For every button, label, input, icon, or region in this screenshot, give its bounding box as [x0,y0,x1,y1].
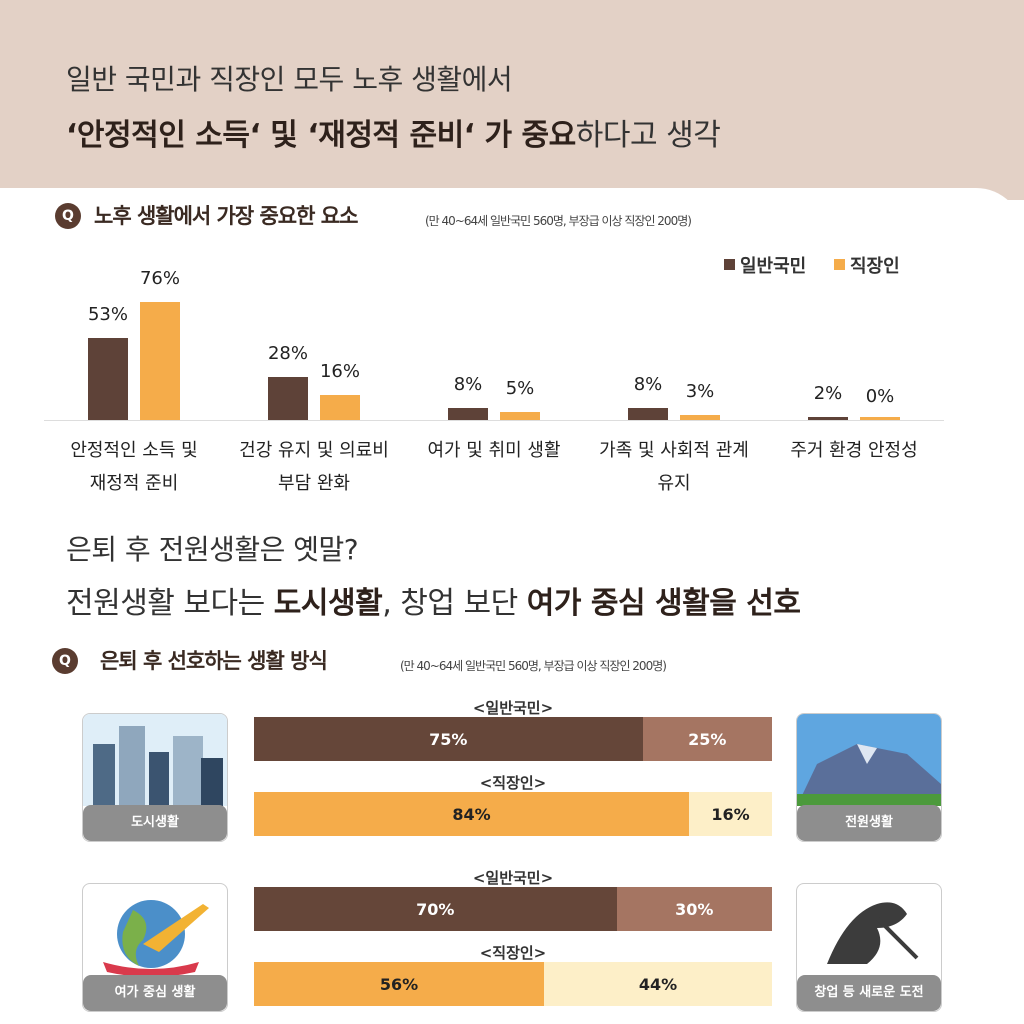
section-title: 은퇴 후 선호하는 생활 방식 [100,649,328,673]
bar-segment: 16% [689,792,772,836]
bar [808,416,848,420]
bar-segment: 75% [254,717,643,761]
section-subtitle: (만 40~64세 일반국민 560명, 부장급 이상 직장인 200명) [425,214,692,228]
bar [320,395,360,420]
q-icon: Q [52,648,78,674]
icon-card: 전원생활 [796,713,942,842]
legend-swatch [834,259,845,270]
headline-part: ‘안정적인 소득‘ 및 ‘재정적 준비‘ 가 중요 [66,118,576,153]
value-label: 5% [505,378,535,400]
category-label: 건강 유지 및 의료비 부담 완화 [239,440,389,494]
bar [628,407,668,420]
value-label: 0% [865,386,895,407]
bar-segment: 84% [254,792,690,836]
value-label: 8% [453,373,483,395]
icon-mountain [797,714,941,806]
q-icon: Q [55,203,81,229]
card-label: 전원생활 [797,805,941,841]
card-label: 여가 중심 생활 [83,975,227,1011]
category-label: 주거 환경 안정성 [790,440,918,461]
headline-line: 전원생활 보다는 도시생활, 창업 보단 여가 중심 생활을 선호 [66,578,801,622]
headline-part: 하다고 생각 [575,118,721,153]
baseline [44,420,944,421]
bar-segment: 25% [642,717,772,761]
section-title: 노후 생활에서 가장 중요한 요소 [94,204,358,228]
category-label: 가족 및 사회적 관계 유지 [599,440,749,494]
headline-part: 전원생활 보다는 [66,586,274,621]
section-subtitle: (만 40~64세 일반국민 560명, 부장급 이상 직장인 200명) [400,659,667,673]
category-label: 안정적인 소득 및 재정적 준비 [70,440,198,494]
headline-part: 도시생활 [273,586,383,621]
bar [88,337,128,420]
bar-segment: 56% [254,962,545,1006]
value-label: 16% [319,361,360,383]
bar [140,302,180,420]
row-label: <일반국민> [472,699,554,717]
headline-part: , 창업 보단 [382,586,527,621]
value-label: 76% [139,268,180,290]
header-line: ‘안정적인 소득‘ 및 ‘재정적 준비‘ 가 중요하다고 생각 [66,110,721,154]
legend-label: 직장인 [850,256,900,277]
card-label: 창업 등 새로운 도전 [797,975,941,1011]
icon-hand [827,902,919,964]
value-label: 53% [87,303,128,325]
headline-part: 여가 중심 생활을 선호 [526,586,801,621]
bar-segment: 44% [544,962,772,1006]
value-label: 3% [685,381,715,403]
icon-card: 여가 중심 생활 [82,883,228,1012]
bar-segment: 70% [254,887,617,931]
bar [860,417,900,420]
legend-label: 일반국민 [740,256,807,277]
bar [680,415,720,420]
header-line: 일반 국민과 직장인 모두 노후 생활에서 [66,63,513,96]
icon-globe [103,900,209,976]
bar [500,412,540,420]
header-band [0,0,1024,200]
row-label: <일반국민> [472,869,554,887]
icon-card: 창업 등 새로운 도전 [796,883,942,1012]
category-label: 여가 및 취미 생활 [427,440,561,461]
bar-segment: 30% [616,887,772,931]
row-label: <직장인> [479,944,547,962]
value-label: 2% [813,382,843,404]
value-label: 8% [633,373,663,395]
value-label: 28% [267,342,308,364]
bar [268,376,308,420]
icon-city [83,714,227,806]
legend-swatch [724,259,735,270]
row-label: <직장인> [479,774,547,792]
card-label: 도시생활 [83,805,227,841]
headline-line: 은퇴 후 전원생활은 옛말? [66,533,359,566]
bar [448,407,488,420]
icon-card: 도시생활 [82,713,228,842]
